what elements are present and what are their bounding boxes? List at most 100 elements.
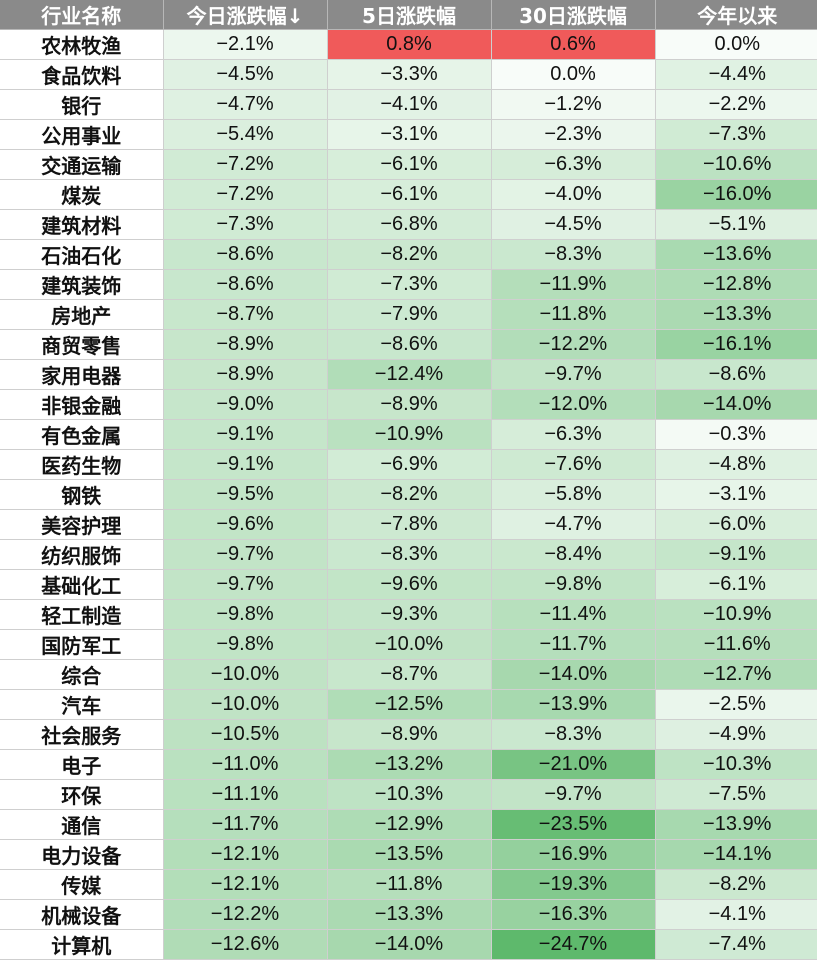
industry-name-cell: 传媒: [0, 869, 164, 900]
ytd-change-cell: −6.1%: [655, 569, 817, 600]
table-row: 纺织服饰 −9.7% −8.3% −8.4% −9.1%: [0, 539, 817, 570]
industry-name-cell: 基础化工: [0, 569, 164, 600]
table-row: 环保 −11.1% −10.3% −9.7% −7.5%: [0, 779, 817, 810]
5day-change-cell: −10.3%: [327, 779, 492, 810]
table-row: 通信 −11.7% −12.9% −23.5% −13.9%: [0, 809, 817, 840]
5day-change-cell: −11.8%: [327, 869, 492, 900]
ytd-change-cell: −8.6%: [655, 359, 817, 390]
table-row: 钢铁 −9.5% −8.2% −5.8% −3.1%: [0, 479, 817, 510]
ytd-change-cell: −7.5%: [655, 779, 817, 810]
30day-change-cell: −19.3%: [491, 869, 656, 900]
ytd-change-cell: −8.2%: [655, 869, 817, 900]
industry-name-cell: 通信: [0, 809, 164, 840]
table-row: 非银金融 −9.0% −8.9% −12.0% −14.0%: [0, 389, 817, 420]
30day-change-cell: −16.3%: [491, 899, 656, 930]
today-change-cell: −9.6%: [163, 509, 328, 540]
table-row: 商贸零售 −8.9% −8.6% −12.2% −16.1%: [0, 329, 817, 360]
table-row: 家用电器 −8.9% −12.4% −9.7% −8.6%: [0, 359, 817, 390]
industry-name-cell: 石油石化: [0, 239, 164, 270]
today-change-cell: −11.0%: [163, 749, 328, 780]
today-change-cell: −9.7%: [163, 569, 328, 600]
5day-change-cell: −10.9%: [327, 419, 492, 450]
header-industry-name[interactable]: 行业名称: [0, 0, 164, 30]
ytd-change-cell: −11.6%: [655, 629, 817, 660]
industry-name-cell: 国防军工: [0, 629, 164, 660]
30day-change-cell: −13.9%: [491, 689, 656, 720]
table-row: 房地产 −8.7% −7.9% −11.8% −13.3%: [0, 299, 817, 330]
industry-name-cell: 农林牧渔: [0, 29, 164, 60]
today-change-cell: −4.5%: [163, 59, 328, 90]
header-30day-change[interactable]: 30日涨跌幅: [491, 0, 656, 30]
today-change-cell: −12.2%: [163, 899, 328, 930]
today-change-cell: −12.6%: [163, 929, 328, 960]
5day-change-cell: −9.3%: [327, 599, 492, 630]
table-row: 煤炭 −7.2% −6.1% −4.0% −16.0%: [0, 179, 817, 210]
header-today-change[interactable]: 今日涨跌幅↓: [163, 0, 328, 30]
5day-change-cell: −7.3%: [327, 269, 492, 300]
today-change-cell: −4.7%: [163, 89, 328, 120]
5day-change-cell: −12.9%: [327, 809, 492, 840]
5day-change-cell: −8.7%: [327, 659, 492, 690]
header-ytd-change[interactable]: 今年以来: [655, 0, 817, 30]
today-change-cell: −11.1%: [163, 779, 328, 810]
industry-name-cell: 交通运输: [0, 149, 164, 180]
30day-change-cell: −11.7%: [491, 629, 656, 660]
5day-change-cell: −6.9%: [327, 449, 492, 480]
today-change-cell: −11.7%: [163, 809, 328, 840]
ytd-change-cell: −4.9%: [655, 719, 817, 750]
table-row: 银行 −4.7% −4.1% −1.2% −2.2%: [0, 89, 817, 120]
industry-name-cell: 美容护理: [0, 509, 164, 540]
header-5day-change[interactable]: 5日涨跌幅: [327, 0, 492, 30]
5day-change-cell: −3.1%: [327, 119, 492, 150]
table-row: 社会服务 −10.5% −8.9% −8.3% −4.9%: [0, 719, 817, 750]
ytd-change-cell: −13.6%: [655, 239, 817, 270]
table-row: 传媒 −12.1% −11.8% −19.3% −8.2%: [0, 869, 817, 900]
industry-name-cell: 汽车: [0, 689, 164, 720]
5day-change-cell: −13.2%: [327, 749, 492, 780]
ytd-change-cell: −2.2%: [655, 89, 817, 120]
ytd-change-cell: −4.4%: [655, 59, 817, 90]
30day-change-cell: −11.4%: [491, 599, 656, 630]
today-change-cell: −9.1%: [163, 419, 328, 450]
5day-change-cell: −6.1%: [327, 179, 492, 210]
today-change-cell: −9.8%: [163, 629, 328, 660]
30day-change-cell: −12.0%: [491, 389, 656, 420]
today-change-cell: −8.9%: [163, 329, 328, 360]
industry-name-cell: 电子: [0, 749, 164, 780]
30day-change-cell: −5.8%: [491, 479, 656, 510]
30day-change-cell: −8.3%: [491, 719, 656, 750]
today-change-cell: −7.2%: [163, 179, 328, 210]
5day-change-cell: −8.9%: [327, 389, 492, 420]
ytd-change-cell: −2.5%: [655, 689, 817, 720]
industry-name-cell: 煤炭: [0, 179, 164, 210]
30day-change-cell: −4.7%: [491, 509, 656, 540]
industry-name-cell: 医药生物: [0, 449, 164, 480]
ytd-change-cell: −14.0%: [655, 389, 817, 420]
today-change-cell: −12.1%: [163, 869, 328, 900]
table-row: 轻工制造 −9.8% −9.3% −11.4% −10.9%: [0, 599, 817, 630]
table-row: 建筑装饰 −8.6% −7.3% −11.9% −12.8%: [0, 269, 817, 300]
30day-change-cell: −8.4%: [491, 539, 656, 570]
table-row: 美容护理 −9.6% −7.8% −4.7% −6.0%: [0, 509, 817, 540]
table-row: 基础化工 −9.7% −9.6% −9.8% −6.1%: [0, 569, 817, 600]
30day-change-cell: −2.3%: [491, 119, 656, 150]
30day-change-cell: −23.5%: [491, 809, 656, 840]
5day-change-cell: −12.4%: [327, 359, 492, 390]
ytd-change-cell: −7.4%: [655, 929, 817, 960]
today-change-cell: −9.8%: [163, 599, 328, 630]
industry-name-cell: 综合: [0, 659, 164, 690]
table-row: 公用事业 −5.4% −3.1% −2.3% −7.3%: [0, 119, 817, 150]
today-change-cell: −8.9%: [163, 359, 328, 390]
30day-change-cell: −6.3%: [491, 419, 656, 450]
table-row: 有色金属 −9.1% −10.9% −6.3% −0.3%: [0, 419, 817, 450]
ytd-change-cell: −4.8%: [655, 449, 817, 480]
table-body: 农林牧渔 −2.1% 0.8% 0.6% 0.0% 食品饮料 −4.5% −3.3% 0.0% −…: [0, 29, 817, 960]
industry-name-cell: 商贸零售: [0, 329, 164, 360]
today-change-cell: −2.1%: [163, 29, 328, 60]
5day-change-cell: −13.5%: [327, 839, 492, 870]
ytd-change-cell: −3.1%: [655, 479, 817, 510]
header-row: 行业名称 今日涨跌幅↓ 5日涨跌幅 30日涨跌幅 今年以来: [0, 0, 817, 30]
today-change-cell: −8.7%: [163, 299, 328, 330]
table-row: 电子 −11.0% −13.2% −21.0% −10.3%: [0, 749, 817, 780]
today-change-cell: −8.6%: [163, 239, 328, 270]
